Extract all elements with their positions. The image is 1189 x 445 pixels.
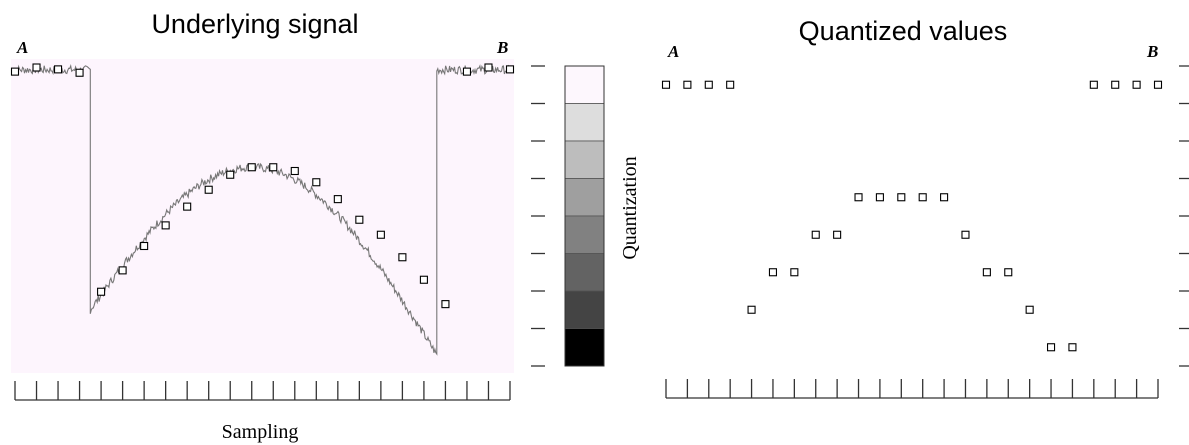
signal-sample-marker — [505, 65, 515, 74]
signal-sample-marker — [419, 275, 428, 284]
signal-trace — [11, 64, 514, 356]
signal-sample-marker — [290, 166, 299, 176]
signal-sample-marker — [97, 287, 106, 296]
signal-line — [11, 64, 514, 356]
quantized-marker — [1153, 80, 1163, 89]
quantized-marker — [1068, 343, 1077, 352]
quantized-marker — [661, 80, 671, 89]
quantized-marker — [1089, 80, 1098, 89]
signal-sample-marker — [376, 230, 385, 239]
quantization-swatch — [564, 103, 605, 142]
quantized-marker — [768, 268, 778, 277]
quantization-swatch — [564, 290, 605, 329]
sampling-axis — [14, 381, 511, 401]
signal-sample-marker — [441, 300, 450, 309]
left-label-b: B — [496, 38, 508, 57]
quantized-marker — [897, 193, 906, 202]
signal-background — [11, 59, 514, 373]
quantized-marker — [790, 268, 799, 277]
left-panel-title: Underlying signal — [151, 9, 358, 39]
quantized-marker — [875, 193, 884, 202]
quantization-swatch — [564, 178, 605, 217]
signal-sample-marker — [312, 178, 321, 187]
signal-sample-marker — [398, 253, 407, 262]
signal-sample-marker — [247, 163, 256, 172]
quantized-marker — [1004, 268, 1013, 277]
quantization-swatch — [564, 253, 605, 292]
signal-sample-marker — [75, 68, 84, 77]
quantized-marker — [747, 305, 756, 314]
quantization-bar-frame — [564, 65, 605, 367]
signal-sample-marker — [204, 185, 213, 194]
quantized-marker — [918, 193, 927, 202]
quantized-marker — [1046, 343, 1056, 352]
quantization-bar: Quantization — [564, 65, 641, 367]
quantized-marker — [1132, 80, 1141, 89]
left-label-a: A — [16, 38, 28, 57]
signal-sample-marker — [53, 65, 63, 74]
signal-sample-marker — [462, 67, 472, 76]
signal-sample-marker — [355, 215, 364, 224]
signal-sample-marker — [269, 163, 278, 172]
right-label-b: B — [1146, 42, 1158, 61]
quantization-label: Quantization — [619, 156, 641, 259]
signal-sample-marker — [161, 221, 170, 230]
quantized-marker — [961, 230, 970, 239]
signal-sample-marker — [226, 170, 235, 179]
underlying-signal-panel: Underlying signal A B Sampling — [10, 9, 545, 443]
signal-sample-marker — [118, 266, 127, 275]
quantized-marker — [704, 80, 713, 89]
signal-sample-marker — [32, 63, 41, 72]
signal-sample-marker — [183, 202, 192, 211]
quantized-marker — [1025, 305, 1034, 314]
quantized-marker — [683, 80, 692, 89]
quantization-swatch — [564, 140, 605, 179]
quantization-swatch — [564, 328, 605, 367]
signal-sample-marker — [10, 67, 20, 76]
quantized-marker — [811, 230, 820, 239]
quantization-swatch — [564, 215, 605, 254]
left-level-ticks — [531, 65, 545, 367]
quantization-swatches — [564, 65, 605, 367]
quantized-values-panel: Quantized values A B — [661, 16, 1189, 399]
signal-sample-marker — [333, 195, 342, 204]
quantized-marker — [854, 193, 863, 202]
quantized-marker — [726, 80, 735, 89]
right-level-ticks — [1179, 65, 1189, 367]
quantization-swatch — [564, 65, 605, 104]
signal-sample-markers — [10, 63, 515, 309]
quantized-markers — [661, 80, 1163, 352]
sampling-axis-label: Sampling — [222, 421, 299, 443]
right-label-a: A — [667, 42, 679, 61]
quantized-marker — [940, 193, 949, 202]
quantized-marker — [982, 268, 991, 277]
signal-sample-marker — [140, 241, 149, 251]
right-panel-title: Quantized values — [799, 16, 1008, 46]
quantized-marker — [1111, 80, 1120, 89]
signal-sample-marker — [484, 63, 493, 72]
quantized-marker — [833, 230, 842, 239]
right-sampling-axis — [665, 379, 1159, 399]
